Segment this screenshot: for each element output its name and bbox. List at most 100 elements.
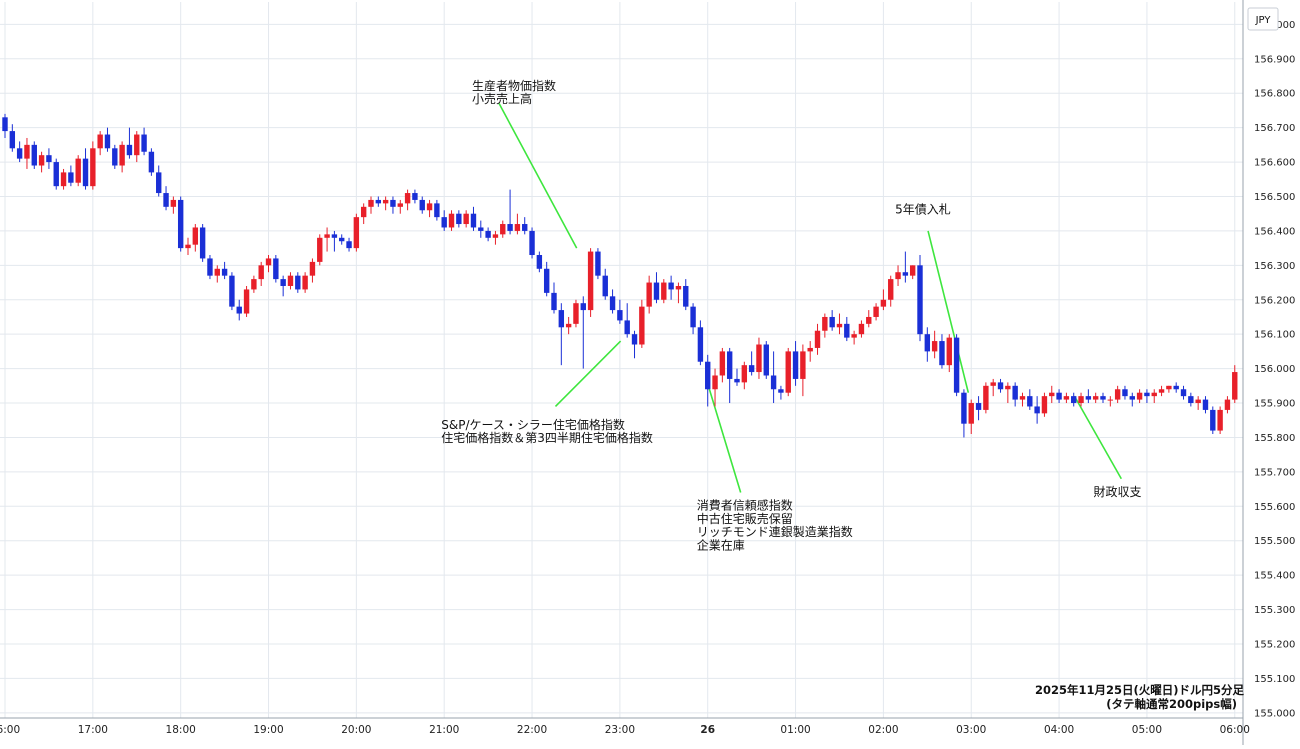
candle-body: [317, 237, 323, 262]
candle-body: [683, 285, 689, 307]
x-tick-label: 05:00: [1132, 724, 1162, 736]
footer-line2: (タテ軸通常200pips幅): [1106, 697, 1237, 711]
candle-body: [492, 234, 499, 238]
candle-body: [353, 217, 360, 249]
candle-body: [822, 316, 828, 331]
candle-body: [939, 341, 945, 366]
y-tick-label: 155.400: [1254, 571, 1295, 582]
candle-body: [1041, 396, 1048, 414]
candle-body: [1224, 399, 1231, 410]
candle-body: [478, 227, 484, 231]
y-tick-label: 156.300: [1254, 261, 1295, 272]
candle-body: [434, 203, 440, 218]
candle-body: [565, 323, 572, 328]
candle-body: [1100, 396, 1106, 400]
candle-body: [404, 193, 411, 204]
candle-body: [858, 323, 865, 335]
candle-body: [507, 224, 513, 231]
candle-body: [1085, 396, 1092, 400]
candle-body: [631, 334, 638, 345]
x-tick-label: 22:00: [517, 724, 547, 736]
x-tick-label: 04:00: [1044, 724, 1074, 736]
candle-body: [309, 261, 316, 276]
candle-body: [199, 227, 206, 259]
candle-body: [902, 272, 909, 276]
candle-body: [75, 158, 81, 183]
candle-body: [280, 279, 286, 286]
y-tick-label: 155.700: [1254, 467, 1295, 478]
candle-body: [953, 337, 960, 393]
x-tick-label: 26: [700, 724, 715, 736]
candle-body: [734, 378, 740, 383]
candle-body: [639, 306, 645, 345]
x-tick-label: 23:00: [605, 724, 635, 736]
candle-body: [990, 382, 996, 386]
candle-body: [1129, 396, 1135, 400]
candle-body: [1158, 389, 1165, 393]
candle-body: [53, 162, 59, 187]
candle-body: [1202, 399, 1209, 410]
x-tick-label: 01:00: [780, 724, 810, 736]
y-tick-label: 155.200: [1254, 639, 1295, 650]
candle-body: [690, 306, 696, 328]
candle-body: [551, 292, 557, 311]
candle-body: [382, 199, 389, 204]
candle-body: [1166, 385, 1172, 390]
annotation-text: 企業在庫: [697, 537, 745, 552]
candle-body: [741, 365, 748, 383]
candle-body: [346, 241, 352, 249]
x-tick-label: 16:00: [0, 724, 20, 736]
candle-body: [397, 203, 403, 207]
candle-body: [1012, 385, 1018, 400]
candle-body: [419, 199, 425, 211]
candle-body: [895, 272, 901, 280]
candle-body: [770, 375, 777, 390]
candle-body: [470, 213, 477, 228]
candle-body: [485, 230, 491, 238]
candle-body: [412, 193, 418, 200]
annotation-text: S&P/ケース・シラー住宅価格指数: [441, 417, 625, 432]
candle-body: [156, 172, 162, 194]
annotation-line: [498, 103, 578, 249]
candle-body: [726, 351, 733, 379]
candle-layer: [2, 113, 1238, 438]
candle-body: [148, 151, 155, 173]
candle-body: [119, 144, 125, 166]
y-tick-label: 156.100: [1254, 330, 1295, 341]
candle-body: [16, 148, 23, 159]
candle-body: [917, 265, 923, 335]
candle-body: [339, 237, 345, 242]
candle-body: [251, 279, 257, 290]
candle-body: [866, 316, 872, 324]
candle-body: [1114, 389, 1121, 400]
candle-body: [243, 289, 250, 314]
candle-body: [192, 227, 199, 245]
candle-body: [873, 306, 879, 317]
y-tick-label: 155.000: [1254, 708, 1295, 719]
candle-body: [719, 351, 726, 376]
y-tick-label: 155.300: [1254, 605, 1295, 616]
y-tick-label: 156.500: [1254, 192, 1295, 203]
currency-label: JPY: [1255, 15, 1272, 26]
candle-body: [2, 117, 8, 132]
candle-body: [587, 251, 594, 311]
candle-body: [1144, 392, 1150, 397]
candle-body: [324, 234, 330, 238]
candle-body: [573, 303, 579, 324]
candle-body: [1122, 389, 1128, 397]
candle-body: [375, 199, 382, 204]
x-tick-label: 18:00: [166, 724, 196, 736]
candle-body: [580, 303, 586, 311]
candle-body: [624, 320, 630, 335]
candle-body: [134, 134, 140, 156]
candle-body: [31, 144, 37, 166]
candle-body: [792, 351, 799, 379]
candle-body: [1180, 389, 1187, 397]
annotation-text: 消費者信頼感指数: [697, 498, 793, 513]
y-tick-label: 156.600: [1254, 158, 1295, 169]
candle-body: [705, 361, 711, 390]
candle-body: [514, 224, 521, 231]
candle-body: [983, 385, 989, 410]
candle-body: [112, 148, 118, 166]
